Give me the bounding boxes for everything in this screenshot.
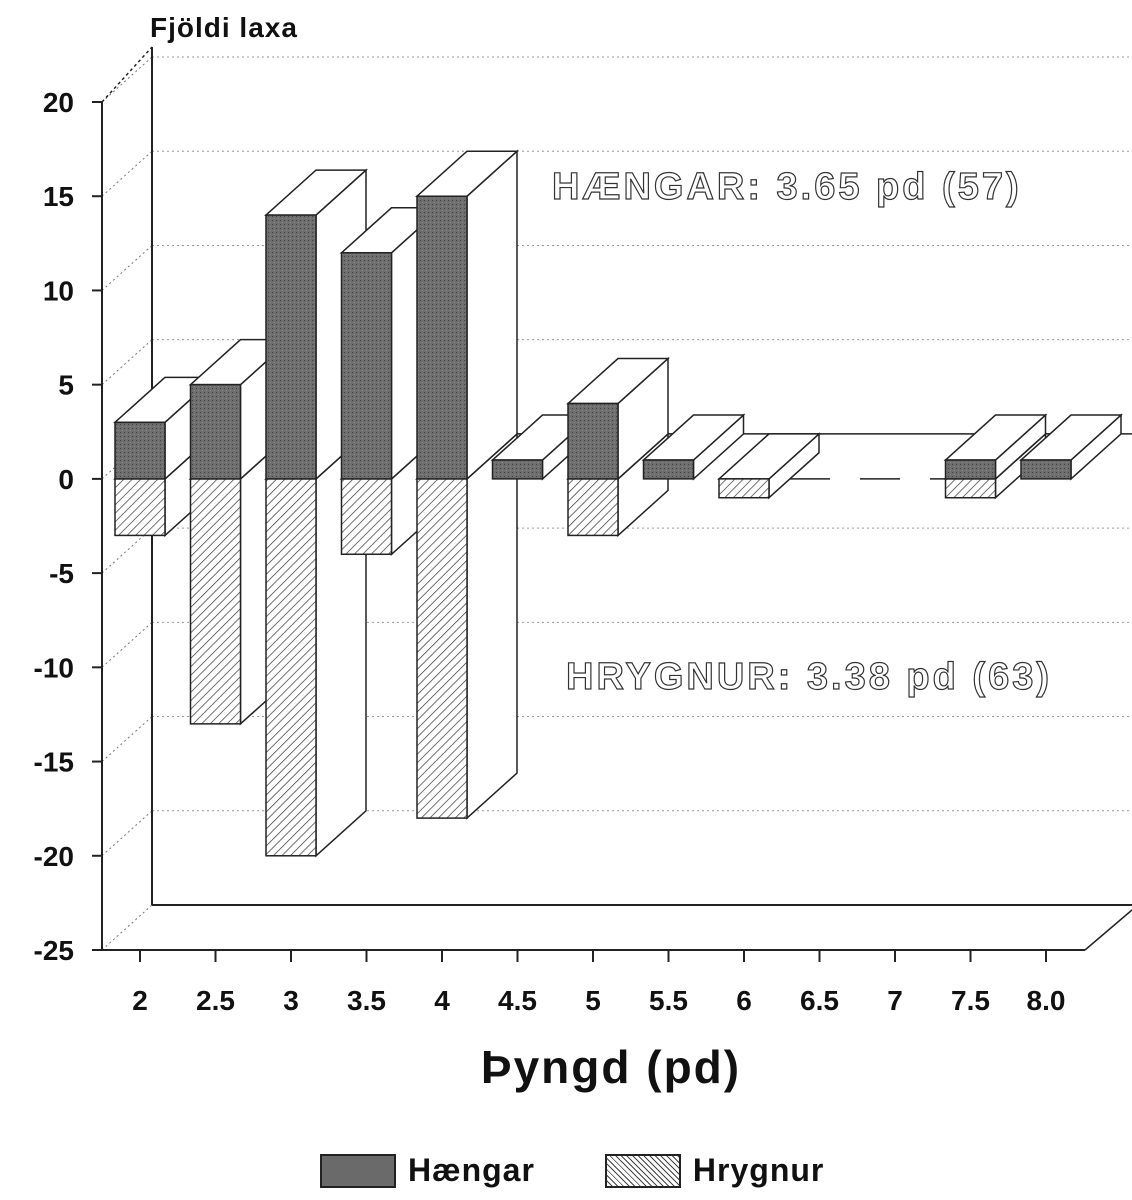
top-left-edge (101, 46, 153, 103)
bar-front (944, 459, 997, 480)
bar-front (1020, 459, 1072, 480)
x-tick-label: 6 (736, 985, 752, 1016)
x-tick-labels: 2 2.5 3 3.5 4 4.5 5 5.5 6 6.5 7 7.5 8.0 (132, 985, 1065, 1016)
annotation-haengar: HÆNGAR: 3.65 pd (57) (551, 165, 1022, 208)
bar-front (189, 478, 242, 725)
bar-front (265, 214, 317, 480)
floor-right-edge (1084, 909, 1132, 951)
legend-label-haengar: Hængar (408, 1152, 535, 1188)
y-tick-label: -5 (49, 558, 74, 589)
bar-front (718, 478, 770, 499)
grid-diagonal (101, 339, 153, 386)
legend-item-hrygnur: Hrygnur (604, 1152, 825, 1189)
chart-bars (113, 149, 1123, 858)
bar-front (265, 478, 317, 857)
legend-label-hrygnur: Hrygnur (692, 1152, 825, 1188)
bar-front (189, 383, 242, 480)
y-tick-label: 10 (43, 275, 74, 306)
x-tick-label: 8.0 (1027, 985, 1066, 1016)
y-tick-label: -15 (34, 747, 74, 778)
bar-haengar-5 (566, 356, 670, 481)
bar-front (491, 459, 544, 480)
x-tick-label: 3 (283, 985, 299, 1016)
legend-swatch-haengar (320, 1153, 396, 1188)
legend: Hængar Hrygnur (320, 1152, 824, 1189)
bar-front (114, 478, 166, 537)
x-tick-label: 7.5 (951, 985, 990, 1016)
x-tick-label: 5 (585, 985, 601, 1016)
bar-front (340, 252, 393, 480)
bar-front (340, 478, 393, 556)
x-tick-label: 4 (434, 985, 450, 1016)
grid-diagonal (101, 150, 153, 197)
bar-hrygnur-4 (415, 432, 519, 820)
legend-item-haengar: Hængar (320, 1152, 535, 1189)
bar-front (567, 478, 619, 537)
y-tick-label: 5 (58, 370, 74, 401)
y-tick-labels: 20 15 10 5 0 -5 -10 -15 -20 -25 (34, 87, 74, 966)
x-tick-label: 4.5 (498, 985, 537, 1016)
grid-diagonal (101, 810, 153, 857)
bar-hrygnur-6 (717, 432, 821, 500)
grid-diagonal (101, 716, 153, 762)
grid-diagonal (101, 904, 153, 951)
bar-front (944, 478, 997, 499)
grid-diagonal (101, 621, 153, 668)
bar-front (642, 459, 695, 480)
x-tick-label: 5.5 (649, 985, 688, 1016)
bar-haengar-4 (415, 149, 519, 481)
annotation-hrygnur: HRYGNUR: 3.38 pd (63) (565, 655, 1052, 698)
legend-swatch-hrygnur (604, 1153, 681, 1188)
grid-diagonal (101, 245, 153, 291)
y-tick-label: -10 (34, 652, 74, 683)
x-tick-label: 7 (887, 985, 903, 1016)
bar-haengar-8.0 (1019, 413, 1123, 481)
y-tick-label: -20 (34, 841, 74, 872)
x-tick-label: 2.5 (196, 985, 235, 1016)
y-tick-label: 20 (43, 87, 74, 118)
bar-front (567, 402, 619, 480)
bar-side (466, 432, 518, 820)
bar-haengar-7.5 (943, 413, 1048, 481)
bar-front (114, 421, 166, 480)
bar-front (416, 195, 468, 480)
y-axis-title: Fjöldi laxa (150, 12, 298, 43)
x-tick-label: 6.5 (800, 985, 839, 1016)
bar-side (466, 149, 518, 481)
grid-diagonal (101, 56, 153, 103)
x-tick-label: 3.5 (347, 985, 386, 1016)
y-tick-label: -25 (34, 935, 74, 966)
y-tick-label: 15 (43, 181, 74, 212)
bar-front (416, 478, 468, 819)
x-axis-title: Þyngd (pd) (480, 1041, 742, 1093)
y-tick-label: 0 (58, 464, 74, 495)
bar-haengar-5.5 (641, 413, 746, 481)
x-tick-label: 2 (132, 985, 148, 1016)
